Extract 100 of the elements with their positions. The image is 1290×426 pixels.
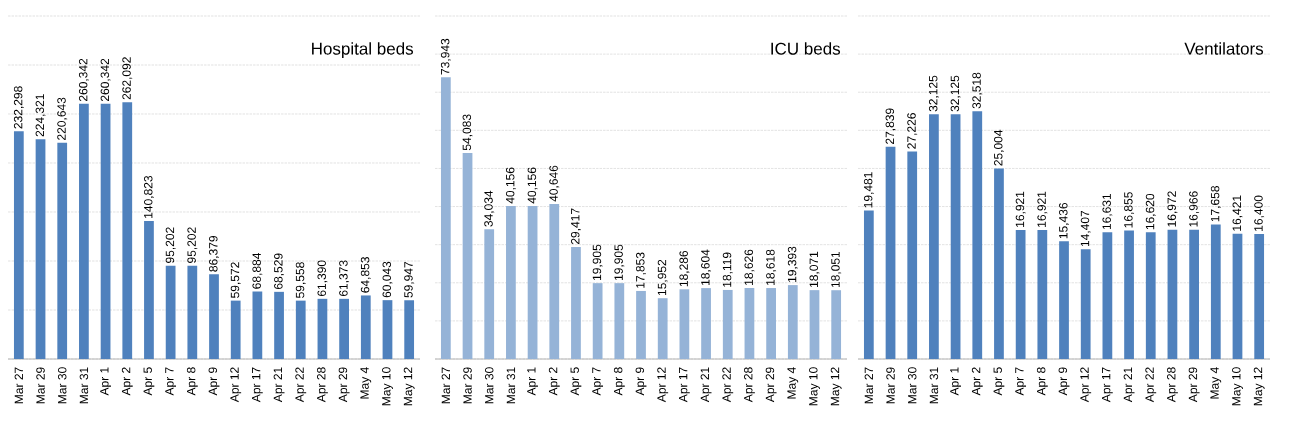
x-tick-label: Apr 22 [295, 367, 307, 403]
data-label: 18,119 [722, 252, 733, 287]
x-tick-label: Apr 12 [1080, 367, 1092, 403]
x-tick-label: Apr 1 [527, 367, 538, 396]
text: Hospital beds [312, 42, 414, 59]
x-tick-label: Apr 2 [548, 367, 560, 396]
data-label: 18,626 [744, 249, 755, 285]
data-label: 27,226 [907, 113, 918, 149]
data-label: 19,905 [592, 244, 603, 281]
x-tick-label: Apr 29 [1188, 367, 1200, 403]
data-label: 17,658 [1210, 186, 1221, 222]
bar [863, 210, 874, 359]
data-label: 16,921 [1015, 191, 1026, 227]
bar [636, 290, 646, 359]
bar [1015, 230, 1026, 359]
bar [571, 246, 581, 359]
bar [1102, 232, 1113, 359]
bar [1037, 230, 1048, 359]
x-tick-label: Apr 21 [700, 367, 712, 403]
data-label: 73,943 [440, 38, 451, 75]
data-label: 18,071 [809, 251, 820, 288]
data-label: 260,342 [100, 58, 111, 102]
x-tick-label: Apr 8 [613, 367, 625, 396]
x-tick-label: Mar 30 [484, 367, 494, 404]
bar [209, 274, 219, 359]
x-tick-label: Apr 9 [635, 367, 647, 396]
data-label: 262,092 [122, 57, 133, 100]
data-label: 14,407 [1080, 210, 1091, 247]
bar [527, 205, 538, 359]
bar [1059, 241, 1069, 359]
bar [885, 146, 896, 359]
data-label: 16,620 [1145, 193, 1156, 230]
x-tick-label: Mar 30 [57, 367, 67, 404]
x-tick-label: Mar 27 [864, 367, 874, 404]
x-tick-label: Apr 1 [100, 367, 111, 396]
bar [295, 300, 306, 359]
data-label: 18,618 [766, 249, 777, 285]
bar [339, 298, 349, 359]
x-tick-label: Mar 29 [886, 367, 895, 404]
x-tick-label: Mar 30 [907, 367, 917, 404]
data-label: 54,083 [462, 114, 473, 151]
data-label: 32,518 [972, 72, 983, 109]
data-label: 16,921 [1037, 191, 1048, 227]
bar [701, 288, 711, 359]
data-label: 18,286 [679, 250, 690, 287]
x-tick-label: Apr 28 [744, 367, 755, 403]
data-label: 95,202 [165, 227, 176, 263]
bar [950, 114, 961, 359]
bar [1232, 233, 1243, 359]
x-tick-label: Mar 29 [36, 367, 45, 404]
bar [809, 290, 820, 359]
data-label: 40,156 [527, 167, 538, 204]
data-label: 64,853 [360, 257, 371, 293]
data-label: 260,342 [78, 58, 89, 102]
data-label: 68,529 [274, 253, 285, 290]
x-tick-label: May 4 [360, 367, 372, 399]
data-label: 34,034 [484, 190, 495, 227]
bar [440, 77, 451, 359]
bar [484, 229, 495, 359]
data-label: 32,125 [928, 75, 939, 112]
data-label: 224,321 [35, 94, 46, 137]
bar [1167, 229, 1178, 359]
bar [679, 289, 690, 359]
data-label: 95,202 [187, 227, 198, 263]
x-tick-label: Apr 22 [1145, 367, 1157, 403]
bar [614, 283, 625, 359]
x-tick-label: Apr 5 [570, 367, 582, 396]
bar [404, 300, 415, 359]
x-tick-label: Apr 28 [1167, 367, 1178, 403]
bar [506, 205, 516, 359]
data-label: 140,823 [144, 175, 154, 218]
x-tick-label: Apr 2 [971, 367, 983, 396]
x-tick-label: Apr 7 [1015, 367, 1027, 396]
x-tick-label: Apr 5 [993, 367, 1005, 396]
x-tick-label: Apr 28 [316, 367, 328, 403]
data-label: 19,393 [787, 246, 798, 282]
bar [187, 265, 198, 359]
bar [57, 142, 68, 359]
bar [831, 290, 842, 359]
data-label: 27,839 [885, 108, 896, 145]
data-label: 15,436 [1059, 202, 1069, 239]
data-label: 18,604 [701, 249, 712, 285]
data-label: 40,156 [505, 167, 516, 204]
x-tick-label: Mar 29 [463, 367, 472, 404]
bar [382, 300, 393, 359]
bar [929, 114, 939, 359]
bar [230, 300, 241, 359]
x-tick-label: Apr 7 [592, 367, 604, 396]
data-label: 61,390 [317, 260, 328, 297]
x-tick-label: Apr 29 [338, 367, 350, 403]
data-label: 18,051 [831, 251, 842, 288]
data-label: 15,952 [657, 259, 668, 296]
x-tick-label: May 10 [809, 367, 820, 406]
x-tick-label: Apr 9 [1058, 367, 1070, 396]
bar [907, 151, 918, 359]
bar [722, 289, 733, 359]
x-tick-label: May 4 [787, 367, 799, 399]
x-tick-label: Apr 1 [950, 367, 961, 396]
bar [1254, 233, 1265, 359]
bar [360, 295, 371, 359]
